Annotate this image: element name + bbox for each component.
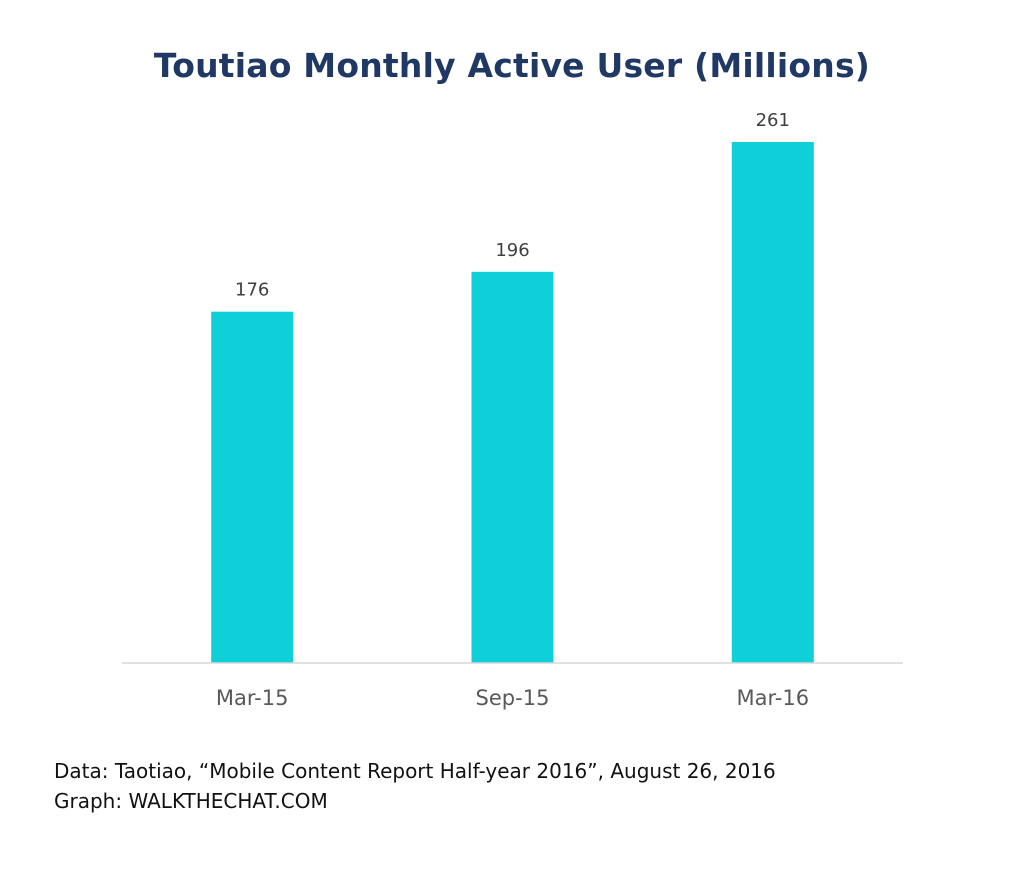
labels-layer: 176 Mar-15 196 Sep-15 261 Mar-16 bbox=[216, 110, 809, 710]
bar-sep-15 bbox=[471, 271, 554, 663]
bar-mar-16 bbox=[731, 142, 814, 663]
data-label-sep-15: 196 bbox=[495, 240, 529, 261]
graph-credit-note: Graph: WALKTHECHAT.COM bbox=[54, 789, 328, 813]
chart-title: Toutiao Monthly Active User (Millions) bbox=[153, 46, 871, 85]
data-label-mar-15: 176 bbox=[235, 280, 269, 301]
x-tick-label-mar-16: Mar-16 bbox=[737, 686, 810, 710]
data-source-note: Data: Taotiao, “Mobile Content Report Ha… bbox=[54, 759, 776, 783]
x-tick-label-mar-15: Mar-15 bbox=[216, 686, 289, 710]
bars-layer bbox=[211, 142, 814, 663]
x-tick-label-sep-15: Sep-15 bbox=[476, 686, 550, 710]
bar-mar-15 bbox=[211, 311, 294, 663]
data-label-mar-16: 261 bbox=[756, 110, 790, 131]
